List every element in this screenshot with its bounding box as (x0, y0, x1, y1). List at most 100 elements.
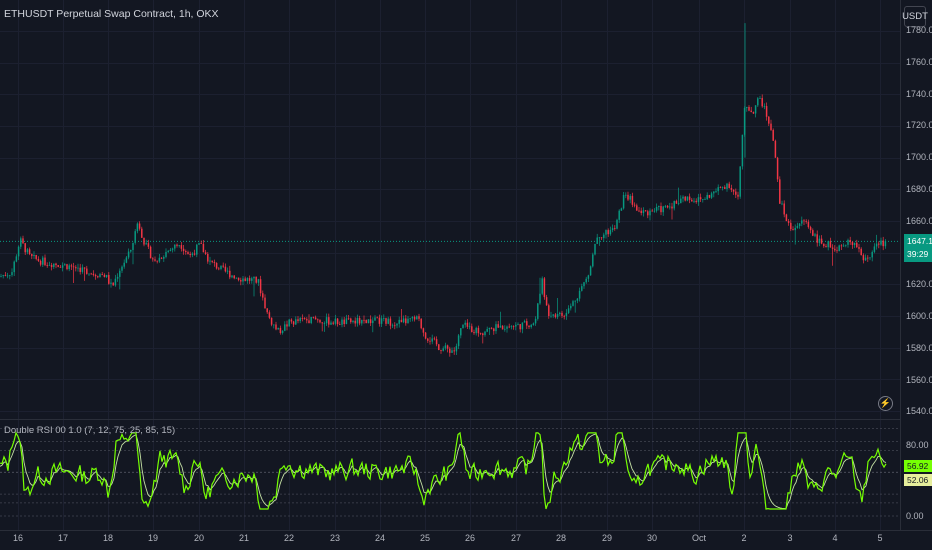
candle-body (559, 312, 561, 315)
candle-body (248, 278, 251, 281)
candle-body (116, 276, 119, 279)
candle-body (233, 275, 235, 279)
candle-body (805, 221, 807, 223)
candle-body (545, 297, 548, 306)
candle-body (682, 196, 684, 199)
candle-body (99, 274, 101, 278)
time-axis-tick: Oct (691, 533, 707, 543)
candle-body (521, 322, 524, 330)
candle-body (653, 210, 656, 212)
candle-body (312, 316, 315, 318)
candle-body (453, 350, 455, 352)
candle-body (869, 257, 871, 259)
candle-body (398, 319, 400, 324)
price-axis-tick: 1720.00 (906, 120, 932, 130)
candle-body (350, 318, 352, 323)
candle-body (185, 251, 187, 253)
candle-body (702, 199, 704, 201)
time-axis-tick: 2 (741, 533, 747, 543)
candle-body (138, 223, 141, 229)
candle-body (20, 238, 22, 247)
symbol-title[interactable]: ETHUSDT Perpetual Swap Contract, 1h, OKX (4, 8, 219, 20)
candle-body (592, 254, 594, 267)
candle-body (90, 273, 92, 275)
candle-body (422, 328, 425, 333)
price-axis-tick: 1620.00 (906, 279, 932, 289)
candle-body (255, 276, 257, 283)
candle-body (594, 243, 596, 255)
candle-body (781, 203, 783, 205)
candle-body (631, 195, 634, 205)
candle-body (83, 267, 86, 269)
candle-body (479, 333, 482, 334)
candle-body (530, 324, 532, 328)
candle-body (53, 263, 55, 268)
candle-body (785, 214, 788, 222)
candle-body (849, 239, 851, 243)
candle-body (180, 245, 183, 249)
candle-body (746, 106, 748, 108)
candle-body (807, 221, 810, 228)
rsi-levels (0, 428, 900, 517)
candle-body (847, 239, 849, 245)
candle-body (878, 243, 880, 245)
candle-body (295, 319, 297, 325)
candle-body (220, 265, 222, 269)
candle-body (640, 210, 642, 214)
candle-body (299, 318, 301, 322)
candle-body (537, 303, 539, 319)
candle-body (394, 325, 396, 327)
candle-body (147, 243, 150, 247)
candle-body (367, 319, 370, 324)
candle-body (638, 210, 640, 212)
candle-body (471, 326, 473, 333)
candle-body (226, 270, 229, 272)
time-axis-tick: 17 (57, 533, 69, 543)
time-axis-tick: 30 (646, 533, 658, 543)
candle-body (757, 98, 759, 106)
candle-body (158, 257, 161, 262)
candle-body (130, 249, 132, 252)
candle-body (149, 246, 152, 259)
candle-body (829, 241, 832, 248)
time-axis-tick: 24 (374, 533, 386, 543)
candle-body (660, 206, 662, 213)
candle-body (141, 228, 143, 238)
candle-body (499, 325, 502, 328)
candle-body (61, 265, 64, 268)
candle-body (669, 206, 671, 208)
candle-body (286, 324, 288, 327)
time-axis-tick: 26 (464, 533, 476, 543)
candle-body (365, 319, 367, 324)
price-axis-tick: 1660.00 (906, 216, 932, 226)
candle-body (385, 318, 387, 324)
candle-body (200, 243, 202, 244)
candle-body (534, 318, 537, 324)
candle-body (277, 327, 279, 330)
candle-body (143, 237, 145, 245)
candle-body (794, 227, 796, 231)
candle-body (270, 317, 273, 325)
time-axis-tick: 29 (601, 533, 613, 543)
rsi-axis-tick: 0.00 (906, 511, 924, 521)
candle-body (411, 316, 414, 319)
candle-body (325, 317, 328, 324)
candle-body (572, 301, 574, 306)
candle-body (321, 322, 323, 324)
candle-body (369, 319, 372, 324)
candle-body (211, 260, 213, 262)
candle-body (616, 219, 618, 229)
indicator-title[interactable]: Double RSI 00 1.0 (7, 12, 75, 25, 85, 15… (4, 425, 176, 436)
candle-body (688, 196, 691, 200)
lightning-icon[interactable]: ⚡ (878, 396, 893, 411)
candle-body (457, 335, 460, 347)
candle-body (473, 332, 475, 334)
candle-body (611, 228, 614, 231)
candle-body (642, 210, 645, 214)
candle-body (207, 253, 209, 262)
candle-body (416, 316, 418, 320)
candle-body (884, 241, 887, 247)
currency-button[interactable]: USDT (902, 6, 928, 27)
